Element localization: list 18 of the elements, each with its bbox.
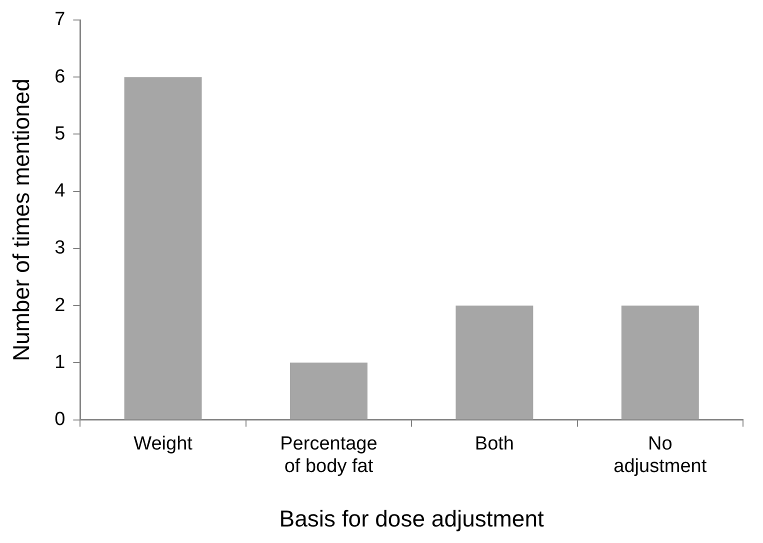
- x-tick-label: Percentage of body fat: [280, 433, 378, 478]
- y-tick-label: 1: [54, 352, 66, 373]
- y-axis-title: Number of times mentioned: [8, 78, 34, 362]
- y-tick-label: 0: [54, 409, 66, 430]
- y-tick-label: 6: [54, 66, 66, 88]
- y-tick-label: 4: [54, 180, 66, 202]
- bar: [290, 362, 368, 420]
- y-tick-label: 3: [54, 238, 66, 259]
- x-tick-label: Weight: [134, 433, 194, 454]
- bar: [456, 306, 534, 420]
- y-tick-label: 7: [54, 9, 66, 30]
- y-tick-label: 5: [54, 123, 66, 144]
- x-tick-label: No adjustment: [614, 433, 708, 478]
- bar: [124, 77, 202, 420]
- bar: [621, 306, 699, 420]
- y-tick-label: 2: [54, 294, 66, 316]
- x-tick-label: Both: [474, 433, 514, 454]
- x-axis-title: Basis for dose adjustment: [279, 506, 545, 532]
